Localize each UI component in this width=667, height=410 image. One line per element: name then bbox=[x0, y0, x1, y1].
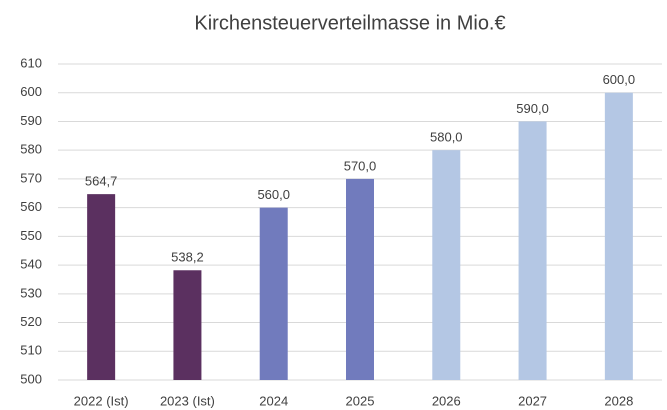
y-tick-label: 560 bbox=[20, 199, 42, 214]
x-tick-label: 2025 bbox=[346, 393, 375, 408]
y-tick-label: 540 bbox=[20, 257, 42, 272]
chart-title: Kirchensteuerverteilmasse in Mio.€ bbox=[194, 12, 505, 34]
value-label: 600,0 bbox=[603, 72, 636, 87]
value-label: 570,0 bbox=[344, 158, 377, 173]
bar bbox=[604, 92, 633, 381]
y-tick-label: 570 bbox=[20, 170, 42, 185]
bar bbox=[173, 270, 202, 380]
x-tick-label: 2026 bbox=[432, 393, 461, 408]
x-tick-label: 2023 (Ist) bbox=[160, 393, 215, 408]
y-tick-label: 510 bbox=[20, 343, 42, 358]
bar bbox=[432, 150, 461, 380]
y-tick-label: 600 bbox=[20, 84, 42, 99]
value-label: 560,0 bbox=[257, 187, 290, 202]
bar bbox=[346, 178, 374, 380]
bar bbox=[87, 194, 116, 380]
y-tick-label: 530 bbox=[20, 285, 42, 300]
value-label: 538,2 bbox=[171, 250, 204, 265]
value-label: 564,7 bbox=[85, 174, 118, 189]
y-tick-label: 550 bbox=[20, 228, 42, 243]
bar bbox=[259, 207, 288, 380]
x-tick-label: 2027 bbox=[518, 393, 547, 408]
y-tick-label: 610 bbox=[20, 55, 42, 70]
value-label: 580,0 bbox=[430, 130, 463, 145]
y-tick-label: 500 bbox=[20, 371, 42, 386]
y-tick-label: 520 bbox=[20, 314, 42, 329]
bar bbox=[518, 121, 547, 381]
x-tick-label: 2022 (Ist) bbox=[74, 393, 129, 408]
x-tick-label: 2024 bbox=[259, 393, 288, 408]
x-tick-label: 2028 bbox=[604, 393, 633, 408]
y-tick-label: 590 bbox=[20, 113, 42, 128]
value-label: 590,0 bbox=[516, 101, 549, 116]
y-tick-label: 580 bbox=[20, 142, 42, 157]
